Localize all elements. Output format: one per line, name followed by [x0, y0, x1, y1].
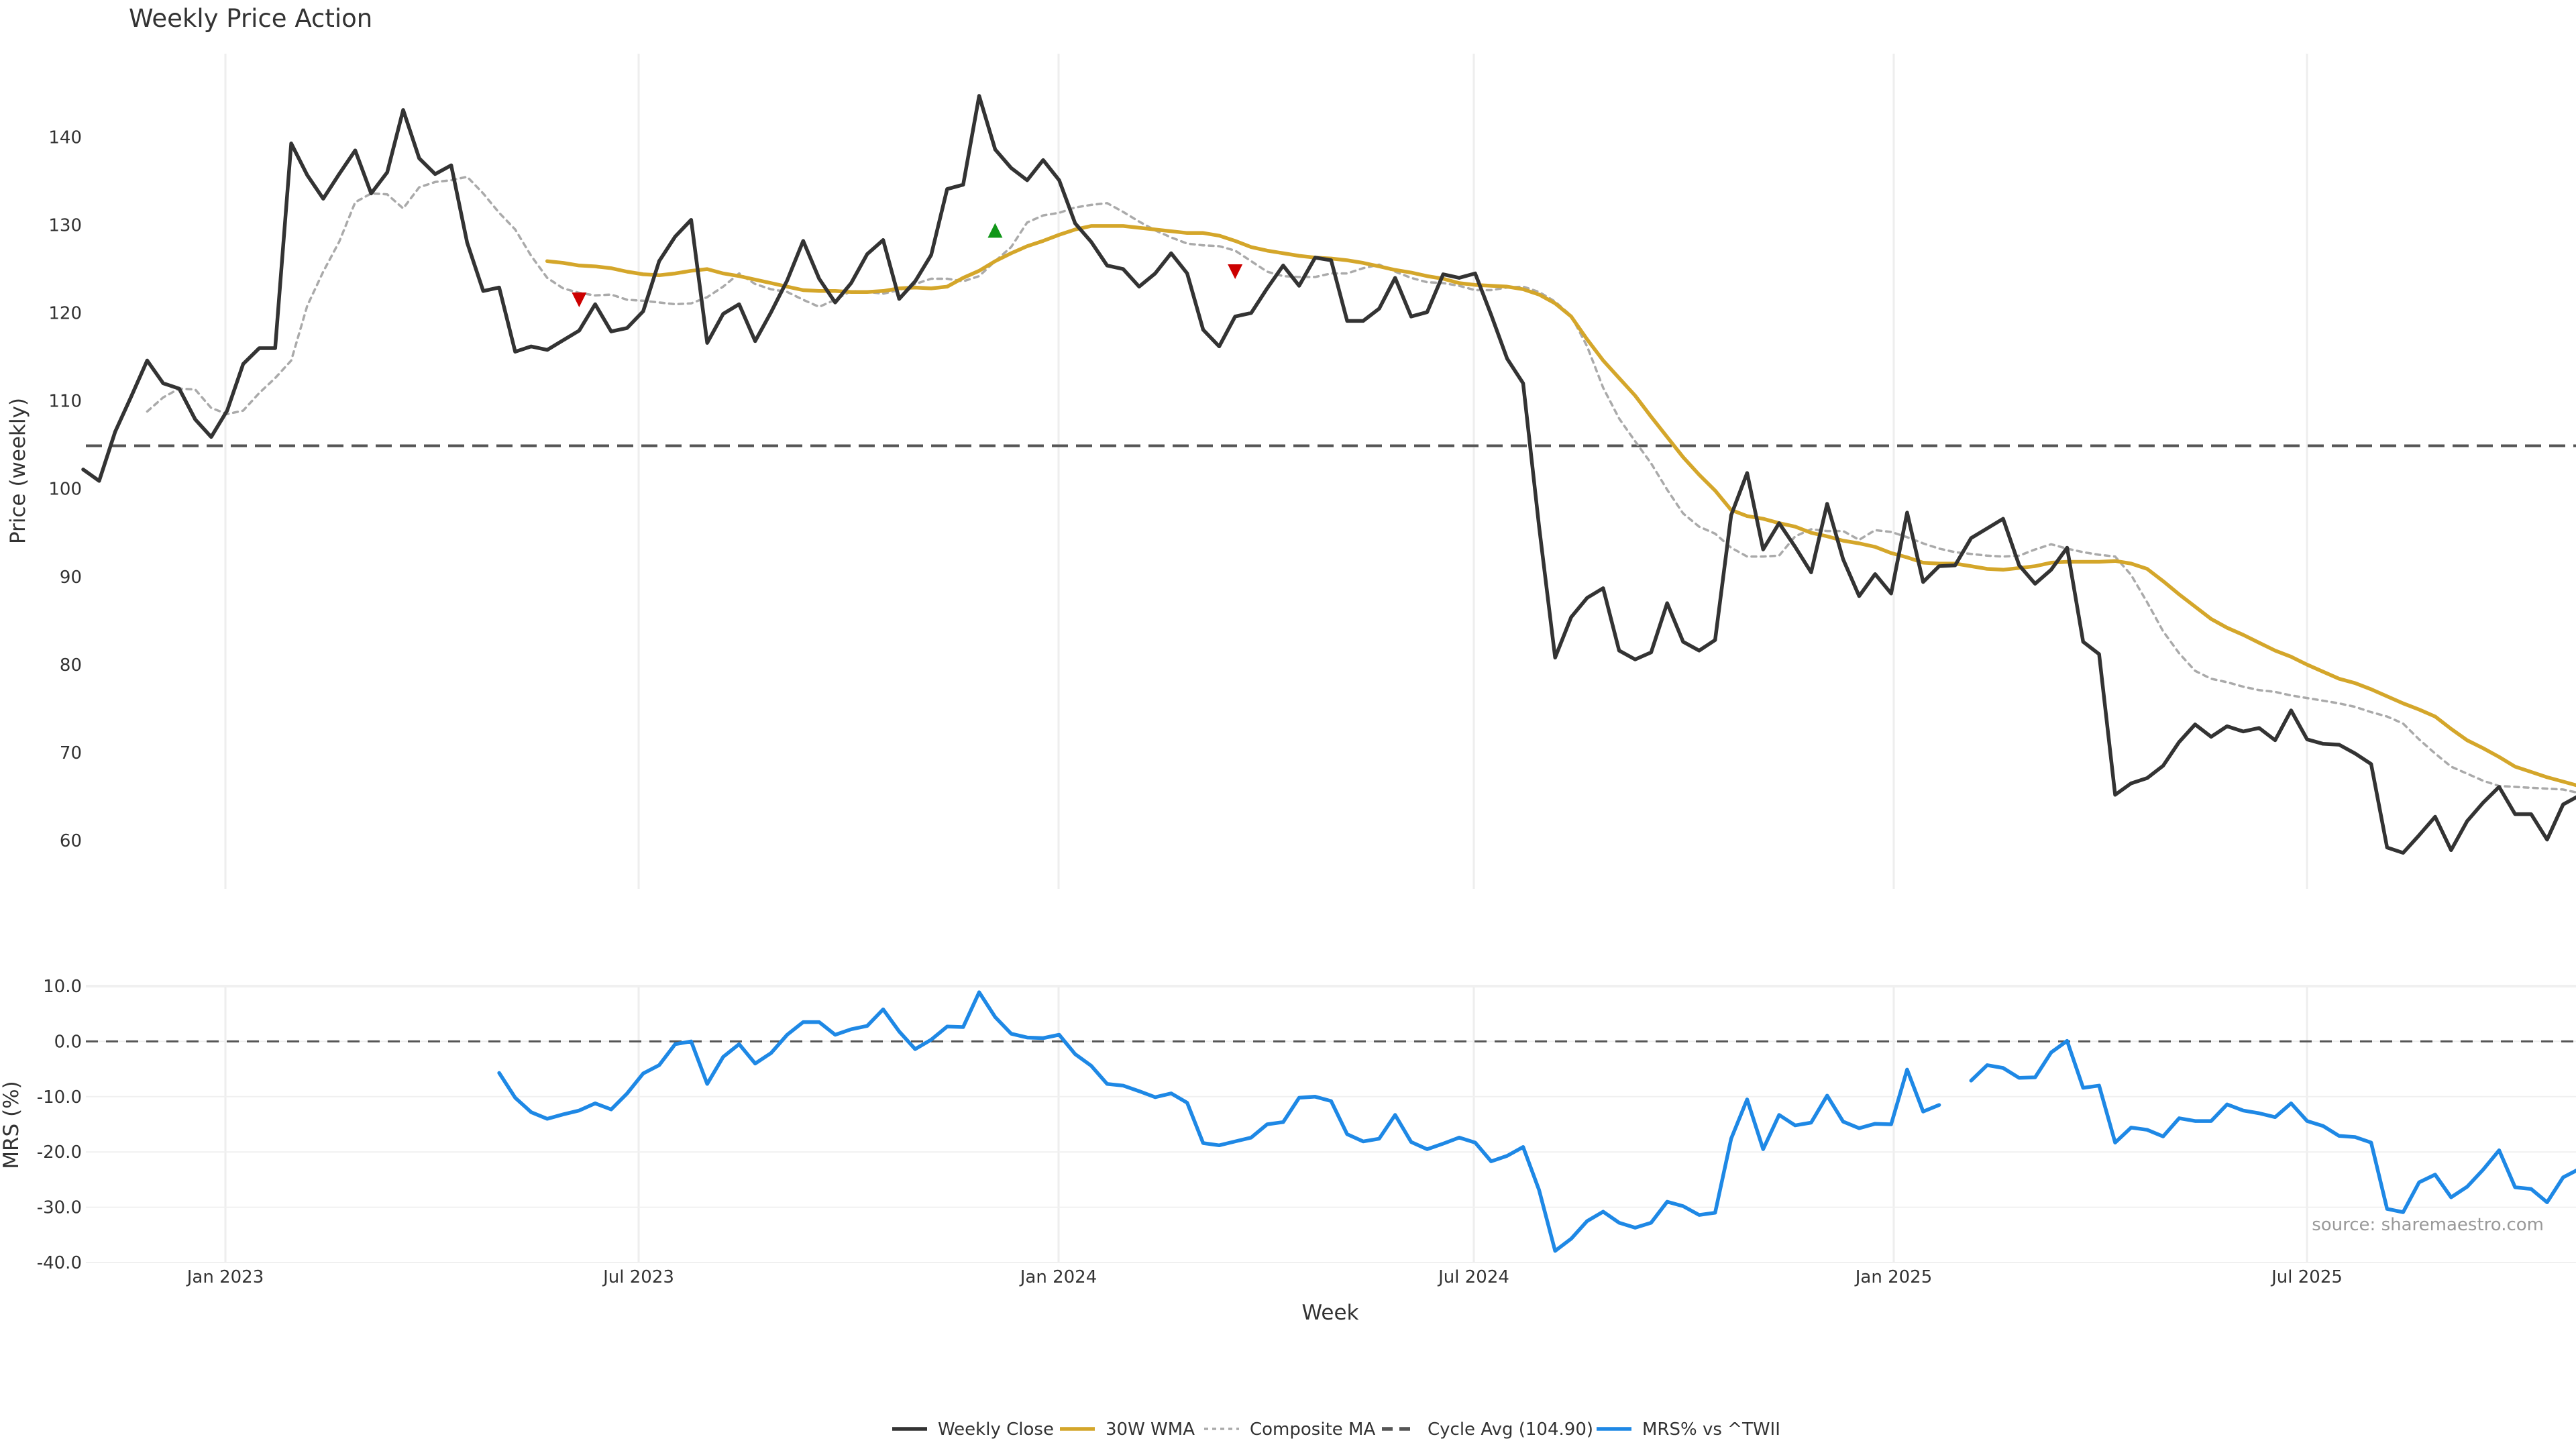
price-series [81, 94, 2576, 855]
30w-wma-line [545, 224, 2576, 788]
price-y-tick-label: 100 [48, 480, 82, 500]
x-tick-label: Jul 2024 [1437, 1267, 1509, 1287]
mrs-y-axis: 10.0 0.0 -10.0 -20.0 -30.0 -40.0 [37, 977, 82, 1273]
price-y-tick-label: 120 [48, 304, 82, 324]
signal-markers [572, 223, 1243, 307]
mrs-y-tick-label: -30.0 [37, 1198, 82, 1218]
price-y-tick-label: 70 [60, 743, 82, 763]
x-tick-label: Jan 2024 [1019, 1267, 1097, 1287]
mrs-panel: 10.0 0.0 -10.0 -20.0 -30.0 -40.0 MRS (%) sour… [0, 977, 2576, 1273]
mrs-y-tick-label: -40.0 [37, 1253, 82, 1273]
x-tick-label: Jul 2023 [602, 1267, 674, 1287]
sell-signal-marker [572, 292, 587, 307]
price-y-axis-label: Price (weekly) [6, 398, 30, 544]
source-note: source: sharemaestro.com [2312, 1215, 2544, 1235]
price-panel: 60 70 80 90 100 110 120 130 140 Price (weekly) [6, 54, 2576, 889]
price-y-tick-label: 140 [48, 128, 82, 148]
chart-title: Weekly Price Action [129, 4, 372, 33]
mrs-y-tick-label: 0.0 [54, 1032, 82, 1052]
price-y-tick-label: 110 [48, 392, 82, 412]
legend-label: MRS% vs ^TWII [1642, 1419, 1780, 1440]
price-y-tick-label: 80 [60, 655, 82, 676]
price-y-tick-label: 60 [60, 831, 82, 851]
x-tick-label: Jan 2023 [186, 1267, 264, 1287]
mrs-line [497, 990, 1941, 1253]
legend-label: Composite MA [1250, 1419, 1375, 1440]
legend-label: Weekly Close [938, 1419, 1054, 1440]
mrs-y-tick-label: -20.0 [37, 1142, 82, 1163]
x-axis: Jan 2023 Jul 2023 Jan 2024 Jul 2024 Jan 2025… [186, 1267, 2343, 1287]
x-axis-label: Week [1302, 1301, 1359, 1325]
legend-label: Cycle Avg (104.90) [1428, 1419, 1593, 1440]
mrs-y-tick-label: -10.0 [37, 1087, 82, 1108]
x-tick-label: Jul 2025 [2270, 1267, 2343, 1287]
x-tick-label: Jan 2025 [1854, 1267, 1933, 1287]
price-grid [224, 54, 2308, 889]
buy-signal-marker [987, 223, 1003, 238]
composite-ma-line [146, 175, 2576, 794]
price-y-axis: 60 70 80 90 100 110 120 130 140 [48, 128, 82, 851]
legend: Weekly Close 30W WMA Composite MA Cycle Avg… [892, 1419, 1780, 1440]
mrs-y-tick-label: 10.0 [43, 977, 82, 997]
legend-label: 30W WMA [1106, 1419, 1195, 1440]
mrs-grid [86, 985, 2576, 1263]
weekly-close-line [81, 94, 2576, 855]
mrs-series [497, 990, 2576, 1253]
price-y-tick-label: 130 [48, 216, 82, 236]
sell-signal-marker [1228, 264, 1243, 280]
mrs-line [1969, 1038, 2576, 1214]
mrs-y-axis-label: MRS (%) [0, 1081, 23, 1169]
price-y-tick-label: 90 [60, 568, 82, 588]
